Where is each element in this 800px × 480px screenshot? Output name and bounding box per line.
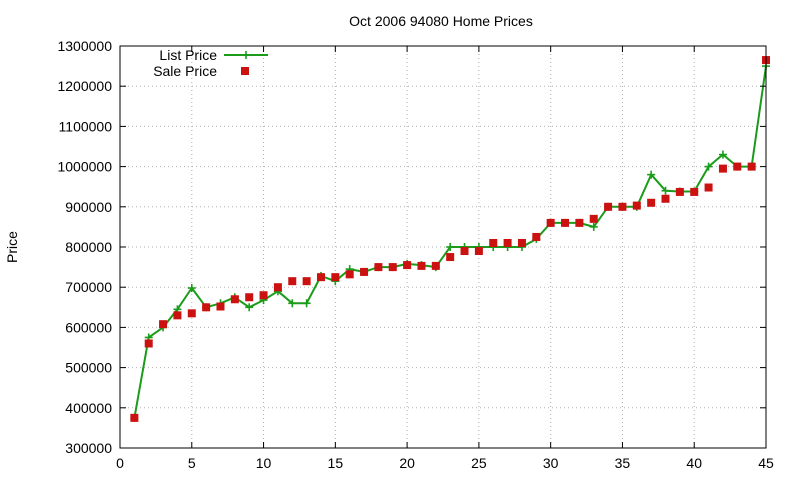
sale-price-point [331, 273, 340, 282]
y-tick-label: 700000 [65, 279, 112, 295]
sale-price-point [446, 253, 455, 262]
x-tick-label: 35 [615, 455, 631, 471]
list-price-point [718, 150, 727, 159]
sale-price-point [661, 194, 670, 203]
plot-series [130, 56, 770, 422]
y-tick-label: 500000 [65, 360, 112, 376]
sale-price-point [632, 201, 641, 210]
sale-price-point [647, 198, 656, 207]
list-price-point [589, 222, 598, 231]
sale-price-point [618, 202, 627, 211]
y-tick-label: 1300000 [57, 38, 112, 54]
sale-price-point [173, 311, 182, 320]
y-tick-label: 300000 [65, 440, 112, 456]
sale-price-point [532, 232, 541, 241]
sale-price-point [561, 218, 570, 227]
sale-price-point [474, 247, 483, 256]
sale-price-point [288, 277, 297, 286]
list-price-point [302, 299, 311, 308]
x-tick-label: 40 [686, 455, 702, 471]
sale-price-point [460, 247, 469, 256]
y-tick-label: 1100000 [59, 118, 113, 134]
x-tick-label: 20 [399, 455, 415, 471]
sale-price-point [245, 293, 254, 302]
y-tick-label: 1000000 [57, 159, 112, 175]
sale-price-point [159, 320, 168, 329]
sale-price-point [202, 303, 211, 312]
sale-price-point [360, 267, 369, 276]
sale-price-point [733, 162, 742, 171]
sale-price-point [216, 302, 225, 311]
y-tick-label: 400000 [65, 400, 112, 416]
chart-title: Oct 2006 94080 Home Prices [349, 13, 533, 29]
sale-price-point [345, 270, 354, 279]
sale-price-point [517, 238, 526, 247]
x-tick-label: 25 [471, 455, 487, 471]
axis-ticks: 0 5 10 15 20 25 30 35 40 45 300000 400000 500000 6000… [57, 38, 774, 471]
legend-label-list-price: List Price [159, 47, 217, 63]
sale-price-point [144, 339, 153, 348]
legend: List Price Sale Price [153, 47, 268, 79]
sale-price-point [718, 164, 727, 173]
sale-price-point [489, 238, 498, 247]
x-tick-label: 30 [543, 455, 559, 471]
legend-sample-sale-price-marker [241, 67, 249, 75]
y-tick-label: 600000 [65, 319, 112, 335]
sale-price-point [374, 263, 383, 272]
list-price-point [446, 243, 455, 251]
x-tick-label: 0 [116, 455, 124, 471]
y-tick-label: 1200000 [57, 78, 112, 94]
sale-price-point [690, 187, 699, 196]
y-tick-label: 900000 [65, 199, 112, 215]
list-price-point [661, 186, 670, 195]
x-tick-label: 15 [328, 455, 344, 471]
sale-price-point [316, 273, 325, 282]
x-tick-label: 45 [758, 455, 774, 471]
legend-label-sale-price: Sale Price [153, 63, 217, 79]
sale-price-point [546, 218, 555, 227]
y-tick-label: 800000 [65, 239, 112, 255]
sale-price-point [130, 413, 139, 422]
sale-price-point [704, 183, 713, 192]
sale-price-point [589, 214, 598, 223]
sale-price-point [604, 202, 613, 211]
sale-price-point [187, 309, 196, 318]
list-price-point [187, 284, 196, 293]
sale-price-point [230, 295, 239, 304]
sale-price-point [747, 162, 756, 171]
sale-price-point [675, 187, 684, 196]
sale-price-point [302, 277, 311, 286]
grid [120, 46, 766, 448]
sale-price-point [575, 218, 584, 227]
x-tick-label: 5 [188, 455, 196, 471]
y-axis-label: Price [4, 231, 20, 263]
list-price-point [288, 299, 297, 308]
sale-price-point [259, 291, 268, 300]
sale-price-point [273, 283, 282, 292]
list-price-point [647, 170, 656, 179]
series-list-price-line [133, 65, 767, 419]
sale-price-point [503, 238, 512, 247]
sale-price-point [431, 261, 440, 270]
sale-price-point [417, 261, 426, 270]
sale-price-point [388, 263, 397, 272]
list-price-point [245, 303, 254, 312]
sale-price-point [403, 261, 412, 270]
x-tick-label: 10 [256, 455, 272, 471]
list-price-point [704, 162, 713, 171]
legend-sample-list-price-marker [242, 51, 250, 59]
